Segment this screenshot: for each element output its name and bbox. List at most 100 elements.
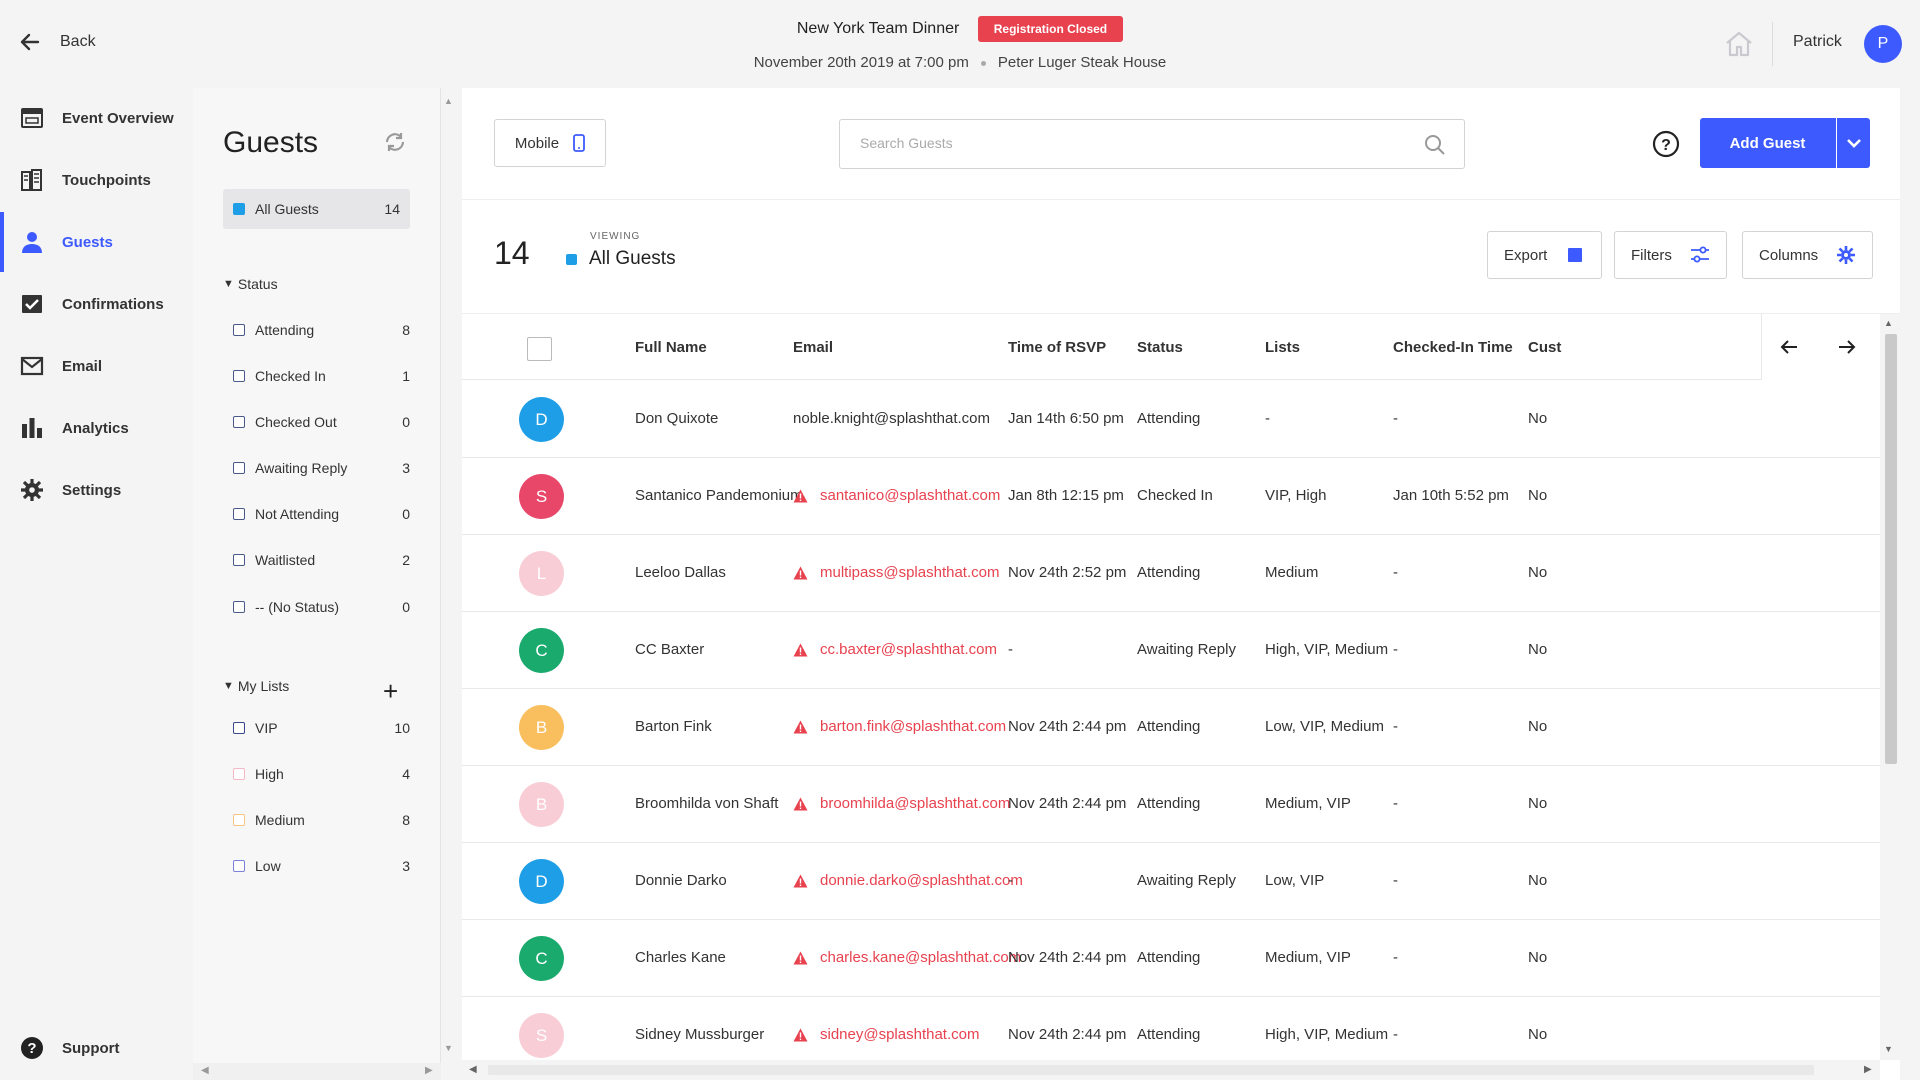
table-row[interactable]: S Santanico Pandemonium santanico@splashth… <box>462 458 1880 535</box>
back-link[interactable]: Back <box>18 30 96 54</box>
filter-status-no-status[interactable]: -- (No Status) 0 <box>233 599 410 615</box>
status-section-toggle[interactable]: ▼ Status <box>223 276 278 292</box>
help-icon[interactable]: ? <box>1652 130 1680 158</box>
table-row[interactable]: C CC Baxter cc.baxter@splashthat.com - Await… <box>462 612 1880 689</box>
cell-lists: Medium, VIP <box>1265 949 1351 966</box>
nav-label: Analytics <box>62 419 129 437</box>
cell-custom: No <box>1528 872 1548 889</box>
sidebar-horizontal-scrollbar[interactable]: ◀ ▶ <box>193 1063 441 1080</box>
search-guests-box[interactable] <box>839 119 1465 169</box>
table-row[interactable]: B Broomhilda von Shaft broomhilda@splashth… <box>462 766 1880 843</box>
column-header-email[interactable]: Email <box>793 339 834 356</box>
add-guest-button[interactable]: Add Guest <box>1729 134 1806 152</box>
svg-text:?: ? <box>1661 137 1671 154</box>
checkbox[interactable] <box>233 601 245 613</box>
export-label: Export <box>1504 246 1548 264</box>
checkbox[interactable] <box>233 722 245 734</box>
column-header-status[interactable]: Status <box>1137 339 1183 356</box>
mobile-toggle-button[interactable]: Mobile <box>494 119 606 167</box>
arrow-left-icon[interactable] <box>1778 336 1800 358</box>
cell-email[interactable]: donnie.darko@splashthat.com <box>793 872 1023 889</box>
cell-email[interactable]: charles.kane@splashthat.com <box>793 949 1021 966</box>
scroll-left-arrow[interactable]: ◀ <box>201 1065 209 1076</box>
filter-status-attending[interactable]: Attending 8 <box>233 322 410 338</box>
refresh-icon[interactable] <box>383 130 407 154</box>
cell-email[interactable]: barton.fink@splashthat.com <box>793 718 1006 735</box>
scroll-down-arrow[interactable]: ▼ <box>444 1043 453 1053</box>
checkbox[interactable] <box>233 814 245 826</box>
nav-item-touchpoints[interactable]: Touchpoints <box>0 150 190 210</box>
checkbox[interactable] <box>233 768 245 780</box>
nav-item-confirmations[interactable]: Confirmations <box>0 274 190 334</box>
table-horizontal-scrollbar[interactable]: ◀ ▶ <box>462 1060 1880 1080</box>
checkbox[interactable] <box>233 554 245 566</box>
scroll-right-arrow[interactable]: ▶ <box>1864 1064 1872 1075</box>
export-button[interactable]: Export <box>1487 231 1603 279</box>
main-navigation: Event Overview Touchpoints Guests Confir… <box>0 88 190 1080</box>
nav-item-analytics[interactable]: Analytics <box>0 398 190 458</box>
filter-list-medium[interactable]: Medium 8 <box>233 812 410 828</box>
lists-section-toggle[interactable]: ▼ My Lists <box>223 678 289 694</box>
nav-item-settings[interactable]: Settings <box>0 460 190 520</box>
checkbox[interactable] <box>233 324 245 336</box>
user-name[interactable]: Patrick <box>1793 33 1842 50</box>
filter-status-waitlisted[interactable]: Waitlisted 2 <box>233 552 410 568</box>
add-list-icon[interactable]: + <box>383 676 399 706</box>
filter-list-high[interactable]: High 4 <box>233 766 410 782</box>
scroll-down-arrow[interactable]: ▼ <box>1884 1044 1893 1054</box>
column-header-lists[interactable]: Lists <box>1265 339 1301 356</box>
user-avatar[interactable]: P <box>1864 25 1902 63</box>
table-vertical-scrollbar[interactable]: ▲ ▼ <box>1880 314 1900 1060</box>
scroll-right-arrow[interactable]: ▶ <box>425 1065 433 1076</box>
column-header-custom[interactable]: Cust <box>1528 339 1562 356</box>
table-row[interactable]: S Sidney Mussburger sidney@splashthat.com N… <box>462 997 1880 1060</box>
checkbox[interactable] <box>233 462 245 474</box>
scroll-thumb[interactable] <box>488 1065 1814 1075</box>
checkbox[interactable] <box>233 860 245 872</box>
home-icon[interactable] <box>1724 30 1754 58</box>
filter-count: 1 <box>402 368 410 384</box>
scroll-thumb[interactable] <box>1885 334 1897 764</box>
search-icon[interactable] <box>1424 134 1446 156</box>
filter-list-vip[interactable]: VIP 10 <box>233 720 410 736</box>
cell-email[interactable]: sidney@splashthat.com <box>793 1026 979 1043</box>
filter-all-guests[interactable]: All Guests 14 <box>223 189 410 229</box>
cell-email[interactable]: broomhilda@splashthat.com <box>793 795 1010 812</box>
checkbox[interactable] <box>233 370 245 382</box>
add-guest-dropdown[interactable] <box>1836 118 1870 168</box>
search-input[interactable] <box>860 135 1400 151</box>
scroll-up-arrow[interactable]: ▲ <box>444 96 453 106</box>
filter-count: 0 <box>402 414 410 430</box>
nav-item-event-overview[interactable]: Event Overview <box>0 88 190 148</box>
checkbox[interactable] <box>233 416 245 428</box>
scroll-up-arrow[interactable]: ▲ <box>1884 318 1893 328</box>
columns-button[interactable]: Columns <box>1742 231 1874 279</box>
nav-item-guests[interactable]: Guests <box>0 212 190 272</box>
select-all-checkbox[interactable] <box>527 337 552 361</box>
filters-button[interactable]: Filters <box>1614 231 1727 279</box>
cell-email[interactable]: cc.baxter@splashthat.com <box>793 641 997 658</box>
table-row[interactable]: L Leeloo Dallas multipass@splashthat.com No… <box>462 535 1880 612</box>
column-header-checked-in-time[interactable]: Checked-In Time <box>1393 339 1513 356</box>
nav-item-support[interactable]: ? Support <box>0 1018 190 1078</box>
filter-status-checked-out[interactable]: Checked Out 0 <box>233 414 410 430</box>
table-row[interactable]: D Don Quixote noble.knight@splashthat.com J… <box>462 381 1880 458</box>
cell-email[interactable]: multipass@splashthat.com <box>793 564 999 581</box>
table-row[interactable]: B Barton Fink barton.fink@splashthat.com No… <box>462 689 1880 766</box>
column-header-full-name[interactable]: Full Name <box>635 339 707 356</box>
nav-item-email[interactable]: Email <box>0 336 190 396</box>
table-row[interactable]: D Donnie Darko donnie.darko@splashthat.com… <box>462 843 1880 920</box>
event-title-row: New York Team Dinner Registration Closed <box>0 16 1920 42</box>
scroll-left-arrow[interactable]: ◀ <box>469 1064 477 1075</box>
nav-label: Guests <box>62 233 113 251</box>
filter-status-awaiting-reply[interactable]: Awaiting Reply 3 <box>233 460 410 476</box>
filter-status-not-attending[interactable]: Not Attending 0 <box>233 506 410 522</box>
column-header-time-of-rsvp[interactable]: Time of RSVP <box>1008 339 1107 356</box>
cell-email[interactable]: santanico@splashthat.com <box>793 487 1000 504</box>
filter-list-low[interactable]: Low 3 <box>233 858 410 874</box>
cell-email[interactable]: noble.knight@splashthat.com <box>793 410 991 427</box>
checkbox[interactable] <box>233 508 245 520</box>
arrow-right-icon[interactable] <box>1836 336 1858 358</box>
table-row[interactable]: C Charles Kane charles.kane@splashthat.com… <box>462 920 1880 997</box>
filter-status-checked-in[interactable]: Checked In 1 <box>233 368 410 384</box>
